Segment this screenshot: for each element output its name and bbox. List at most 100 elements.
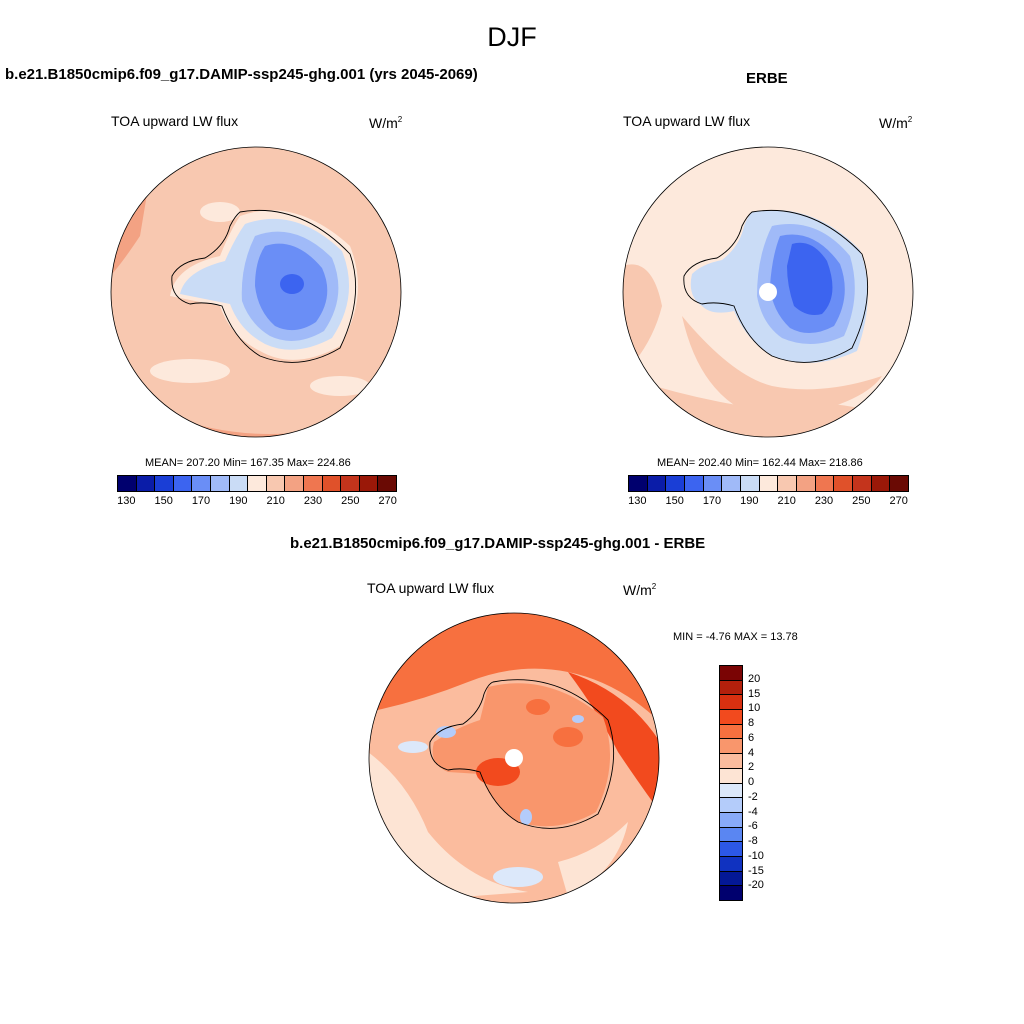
panel3-colorbar-swatch-3 (720, 710, 742, 725)
panel3-colorbar-tick-label: 0 (748, 776, 755, 788)
panel1-light-patch-2 (150, 359, 230, 383)
panel2-colorbar-swatch-1 (647, 476, 667, 491)
panel1-title: b.e21.B1850cmip6.f09_g17.DAMIP-ssp245-gh… (5, 66, 478, 83)
panel3-colorbar-swatch-14 (720, 871, 742, 887)
panel2-colorbar-swatch-2 (666, 476, 686, 491)
panel3-colorbar-tick-label: -10 (748, 849, 764, 862)
panel2-band-inner (682, 316, 882, 421)
panel3-hot-spot-2 (553, 727, 583, 747)
panel3-colorbar (719, 665, 743, 901)
panel3-colorbar-swatch-0 (720, 666, 742, 681)
panel3-map-border (368, 612, 660, 904)
panel1-level-160 (280, 274, 304, 294)
panel1-colorbar-swatch-14 (378, 476, 396, 491)
panel3-colorbar-tick-label: 2 (748, 761, 755, 774)
panel3-cold-spot-2 (520, 809, 532, 825)
panel1-colorbar-swatch-3 (173, 476, 193, 491)
panel3-colorbar-tick-label: -8 (748, 835, 758, 847)
panel3-colorbar-swatch-13 (720, 856, 742, 872)
panel2-colorbar-swatch-14 (890, 476, 909, 491)
panel1-colorbar-swatch-0 (118, 476, 137, 491)
main-title: DJF (487, 22, 537, 52)
panel3-polar-map (368, 612, 660, 904)
panel3-unit-label: W/m2 (623, 582, 657, 598)
panel3-colorbar-tick-label: -20 (748, 879, 764, 892)
panel2-missing-pole (759, 283, 777, 301)
panel1-colorbar-tick-label: 150 (154, 495, 173, 507)
panel3-colorbar-swatch-10 (720, 812, 742, 828)
panel2-title: ERBE (746, 70, 788, 87)
panel3-colorbar-swatch-12 (720, 842, 742, 857)
panel3-colorbar-tick-label: 6 (748, 731, 755, 744)
panel3-negative-patch-south (493, 867, 543, 887)
panel2-coastline (683, 209, 869, 363)
panel3-title: b.e21.B1850cmip6.f09_g17.DAMIP-ssp245-gh… (290, 535, 706, 552)
panel2-colorbar-swatch-13 (871, 476, 891, 491)
panel2-colorbar-tick-label: 230 (814, 495, 834, 507)
panel1-colorbar-swatch-1 (136, 476, 156, 491)
panel2-colorbar-tick-label: 250 (852, 495, 871, 507)
panel1-colorbar-swatch-9 (285, 476, 304, 491)
panel2-colorbar-tick-label: 130 (628, 495, 647, 507)
panel3-colorbar-tick-label: 20 (748, 672, 761, 685)
panel1-colorbar-tick-label: 250 (341, 495, 360, 507)
panel3-colorbar-swatch-9 (720, 798, 742, 813)
panel1-map-border (110, 146, 402, 438)
panel2-polar-map (622, 146, 914, 438)
panel2-colorbar-swatch-5 (722, 476, 742, 491)
panel3-stats: MIN = -4.76 MAX = 13.78 (673, 631, 798, 643)
panel3-variable-label: TOA upward LW flux (367, 580, 495, 596)
panel1-colorbar-swatch-8 (266, 476, 286, 491)
panel3-colorbar-tick-label: -4 (748, 805, 758, 818)
panel2-colorbar-swatch-9 (797, 476, 816, 491)
panel2-colorbar (628, 475, 909, 492)
panel3-hot-spot-3 (526, 699, 550, 715)
panel3-cold-spot-1 (572, 715, 584, 723)
panel3-missing-pole (505, 749, 523, 767)
panel1-colorbar-tick-label: 270 (378, 495, 397, 507)
panel1-colorbar-swatch-12 (341, 476, 360, 491)
panel1-colorbar-tick-label: 130 (117, 495, 136, 507)
panel2-colorbar-swatch-6 (741, 476, 760, 491)
panel3-colorbar-tick-label: 4 (748, 746, 755, 759)
panel3-colorbar-swatch-4 (720, 724, 742, 740)
panel3-colorbar-tick-label: 10 (748, 702, 761, 715)
panel3-negative-patch-west (398, 741, 428, 753)
panel1-colorbar (117, 475, 397, 492)
panel2-colorbar-swatch-7 (759, 476, 779, 491)
panel2-colorbar-tick-label: 210 (777, 495, 796, 507)
panel1-colorbar-swatch-2 (155, 476, 174, 491)
panel3-cold-spot-3 (436, 726, 456, 738)
panel1-colorbar-swatch-7 (248, 476, 267, 491)
panel3-coastline (429, 679, 615, 829)
panel1-light-patch-3 (310, 376, 370, 396)
panel2-variable-label: TOA upward LW flux (623, 113, 751, 129)
panel3-colorbar-tick-label: -15 (748, 864, 764, 877)
panel2-colorbar-swatch-0 (629, 476, 648, 491)
panel3-colorbar-tick-label: -2 (748, 790, 758, 803)
panel2-colorbar-swatch-12 (853, 476, 872, 491)
panel1-colorbar-swatch-5 (210, 476, 230, 491)
panel2-colorbar-swatch-4 (703, 476, 723, 491)
panel1-colorbar-tick-label: 230 (303, 495, 323, 507)
panel3-colorbar-tick-label: -6 (748, 820, 758, 833)
panel1-colorbar-tick-label: 210 (266, 495, 285, 507)
panel1-variable-label: TOA upward LW flux (111, 113, 239, 129)
panel2-colorbar-swatch-3 (685, 476, 704, 491)
panel1-colorbar-swatch-6 (229, 476, 249, 491)
panel1-unit-label: W/m2 (369, 115, 403, 131)
panel3-band-north (369, 613, 659, 722)
panel2-colorbar-tick-label: 190 (740, 495, 759, 507)
panel1-colorbar-swatch-10 (303, 476, 323, 491)
panel1-colorbar-swatch-4 (192, 476, 211, 491)
panel2-colorbar-tick-label: 170 (702, 495, 722, 507)
panel2-colorbar-tick-label: 270 (889, 495, 908, 507)
panel2-colorbar-swatch-8 (778, 476, 798, 491)
panel1-light-patch-1 (200, 202, 240, 222)
panel3-colorbar-swatch-7 (720, 768, 742, 784)
panel1-colorbar-tick-label: 190 (229, 495, 248, 507)
panel2-colorbar-tick-label: 150 (665, 495, 684, 507)
panel2-colorbar-swatch-10 (815, 476, 835, 491)
panel3-colorbar-swatch-1 (720, 680, 742, 696)
panel1-polar-map (110, 146, 402, 438)
